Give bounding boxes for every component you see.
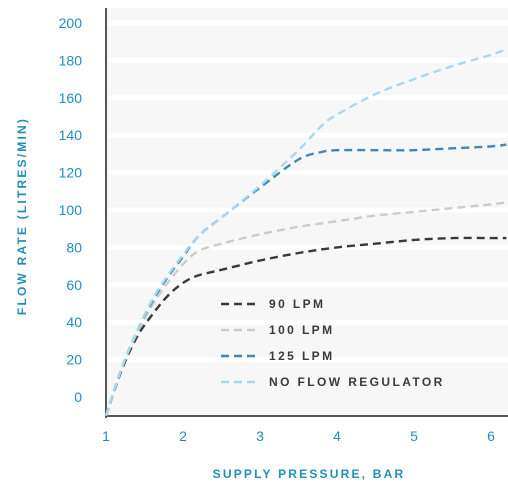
legend-label: 125 LPM (269, 349, 335, 363)
y-tick-label: 40 (66, 314, 82, 330)
y-tick-label: 160 (59, 90, 83, 106)
y-axis-title: FLOW RATE (LITRES/MIN) (15, 117, 29, 315)
x-tick-label: 5 (410, 428, 418, 444)
series-line-1 (104, 236, 507, 417)
series-line-2 (104, 201, 507, 417)
y-tick-label: 140 (59, 127, 83, 143)
y-tick-label: 0 (74, 389, 82, 405)
x-tick-label: 1 (102, 428, 110, 444)
x-tick-label: 6 (487, 428, 495, 444)
grid-lines (108, 20, 508, 363)
x-tick-label: 2 (179, 428, 187, 444)
legend-label: 100 LPM (269, 323, 335, 337)
y-tick-label: 180 (59, 52, 83, 68)
y-tick-labels: 0 20 40 60 80 100 120 140 160 180 200 (59, 15, 83, 405)
legend: 90 LPM 100 LPM 125 LPM NO FLOW REGULATOR (221, 297, 445, 389)
series-line-3 (104, 143, 507, 417)
series-lines (104, 48, 507, 417)
y-tick-label: 20 (66, 352, 82, 368)
x-axis-title: SUPPLY PRESSURE, BAR (213, 467, 406, 481)
x-tick-label: 4 (333, 428, 341, 444)
y-tick-label: 200 (59, 15, 83, 31)
x-tick-labels: 1 2 3 4 5 6 (102, 428, 495, 444)
y-tick-label: 100 (59, 202, 83, 218)
legend-label: 90 LPM (269, 297, 325, 311)
series-line-4 (104, 48, 507, 417)
x-tick-label: 3 (256, 428, 264, 444)
y-tick-label: 80 (66, 239, 82, 255)
y-tick-label: 120 (59, 165, 83, 181)
y-tick-label: 60 (66, 277, 82, 293)
legend-label: NO FLOW REGULATOR (269, 375, 445, 389)
